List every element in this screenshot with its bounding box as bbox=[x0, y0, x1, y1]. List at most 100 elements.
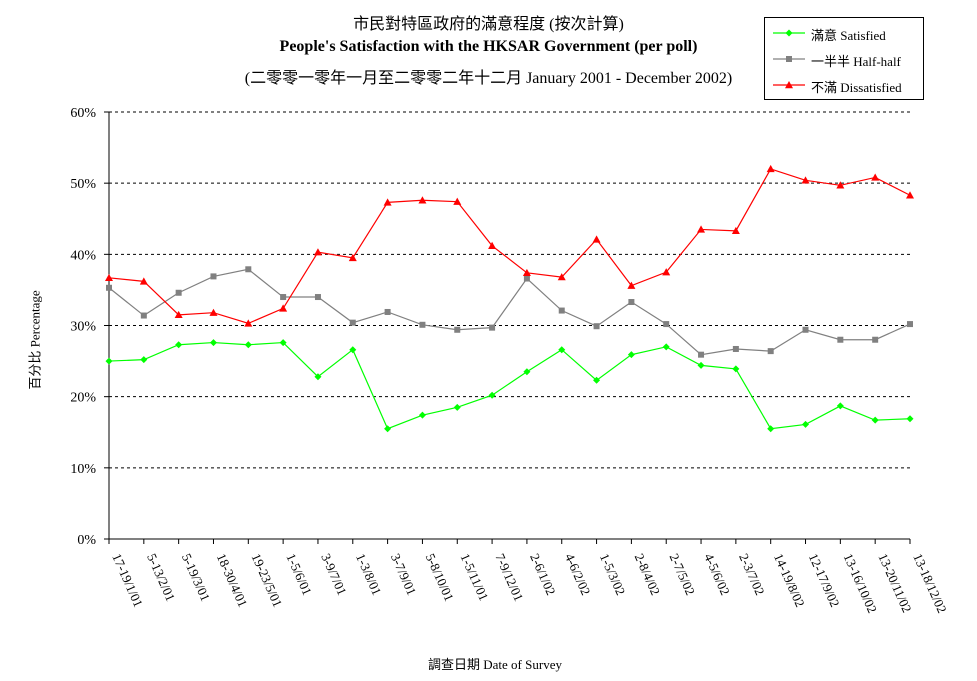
data-point-half-half bbox=[872, 336, 879, 343]
data-point-dissatisfied bbox=[906, 191, 914, 199]
y-tick-label: 20% bbox=[70, 391, 96, 406]
x-tick-label: 13-20/11/02 bbox=[875, 551, 914, 615]
data-point-half-half bbox=[802, 326, 809, 333]
series-half-half bbox=[106, 266, 913, 358]
data-point-satisfied bbox=[105, 357, 113, 365]
y-tick-label: 30% bbox=[70, 320, 96, 335]
data-point-dissatisfied bbox=[697, 225, 706, 233]
y-tick-label: 50% bbox=[70, 177, 96, 192]
x-tick-label: 18-30/4/01 bbox=[214, 551, 251, 609]
data-point-half-half bbox=[384, 308, 391, 315]
x-tick-label: 1-5/3/02 bbox=[597, 551, 629, 597]
legend-swatch-satisfied bbox=[773, 29, 805, 37]
data-point-dissatisfied bbox=[488, 241, 497, 249]
x-tick-label: 3-9/7/01 bbox=[318, 551, 350, 597]
data-point-half-half bbox=[454, 326, 461, 333]
chart-title: 市民對特區政府的滿意程度 (按次計算) bbox=[353, 16, 624, 33]
data-point-satisfied bbox=[627, 351, 635, 359]
data-point-half-half bbox=[907, 321, 913, 328]
data-point-satisfied bbox=[453, 403, 461, 411]
data-point-satisfied bbox=[140, 356, 148, 364]
data-point-dissatisfied bbox=[871, 173, 880, 181]
data-point-satisfied bbox=[802, 420, 810, 428]
data-point-half-half bbox=[628, 299, 635, 306]
data-point-half-half bbox=[106, 284, 112, 291]
data-point-half-half bbox=[732, 345, 739, 352]
y-tick-label: 10% bbox=[70, 462, 96, 477]
gridlines bbox=[109, 111, 910, 469]
x-tick-label: 17-19/1/01 bbox=[109, 551, 146, 609]
data-point-dissatisfied bbox=[731, 226, 740, 235]
x-tick-label: 2-6/1/02 bbox=[527, 551, 559, 597]
data-point-satisfied bbox=[558, 346, 566, 354]
x-tick-label: 12-17/9/02 bbox=[806, 551, 843, 609]
data-point-satisfied bbox=[732, 365, 740, 373]
series-satisfied bbox=[105, 339, 914, 433]
y-axis-ticks: 0% 10% 20% 30% 40% 50% 60% bbox=[70, 106, 109, 548]
data-point-dissatisfied bbox=[174, 310, 183, 319]
legend-label-satisfied: 滿意 Satisfied bbox=[811, 28, 886, 43]
data-point-dissatisfied bbox=[627, 281, 636, 289]
data-point-satisfied bbox=[279, 339, 287, 347]
data-point-dissatisfied bbox=[209, 308, 218, 316]
data-point-dissatisfied bbox=[348, 253, 357, 262]
data-point-half-half bbox=[489, 324, 496, 331]
legend-marker-half-half bbox=[786, 56, 792, 62]
data-point-half-half bbox=[140, 312, 147, 319]
data-point-half-half bbox=[419, 321, 426, 328]
data-point-half-half bbox=[663, 321, 670, 328]
data-point-half-half bbox=[837, 336, 844, 343]
data-point-satisfied bbox=[523, 368, 531, 376]
data-point-satisfied bbox=[314, 373, 322, 381]
x-tick-label: 1-3/8/01 bbox=[353, 551, 385, 597]
data-point-half-half bbox=[245, 266, 252, 273]
data-point-satisfied bbox=[593, 376, 601, 384]
x-tick-label: 14-19/8/02 bbox=[771, 551, 808, 609]
y-tick-label: 60% bbox=[70, 106, 96, 121]
data-point-satisfied bbox=[871, 416, 879, 424]
x-tick-label: 1-5/11/01 bbox=[458, 551, 492, 603]
data-point-half-half bbox=[767, 348, 774, 355]
data-point-half-half bbox=[210, 273, 217, 280]
legend-marker-satisfied bbox=[785, 29, 793, 37]
data-point-dissatisfied bbox=[244, 319, 253, 327]
x-tick-label: 4-6/2/02 bbox=[562, 551, 594, 597]
series-dissatisfied bbox=[105, 164, 914, 327]
data-point-half-half bbox=[349, 319, 356, 326]
y-axis-label: 百分比 Percentage bbox=[27, 290, 43, 390]
data-point-dissatisfied bbox=[662, 268, 671, 276]
data-point-half-half bbox=[280, 294, 287, 301]
data-point-satisfied bbox=[662, 343, 670, 351]
x-axis-ticks: 17-19/1/015-13/2/01 5-19/3/01 18-30/4/0119… bbox=[108, 539, 950, 615]
data-point-dissatisfied bbox=[522, 268, 531, 277]
data-point-satisfied bbox=[697, 361, 705, 369]
x-tick-label: 4-5/6/02 bbox=[701, 551, 733, 597]
data-point-dissatisfied bbox=[557, 273, 566, 281]
data-point-dissatisfied bbox=[105, 273, 113, 282]
data-point-half-half bbox=[593, 323, 600, 330]
data-point-dissatisfied bbox=[313, 248, 322, 256]
x-tick-label: 1-5/6/01 bbox=[283, 551, 315, 597]
series-line-satisfied bbox=[108, 341, 911, 430]
series-line-half-half bbox=[108, 268, 911, 356]
data-point-satisfied bbox=[418, 411, 426, 419]
data-point-dissatisfied bbox=[801, 176, 810, 184]
legend-item-satisfied: 滿意 Satisfied bbox=[765, 23, 923, 43]
chart-date-range: (二零零一零年一月至二零零二年十二月 January 2001 - Decemb… bbox=[244, 70, 733, 87]
x-tick-label: 13-16/10/02 bbox=[841, 551, 881, 615]
data-point-satisfied bbox=[906, 415, 914, 423]
x-tick-label: 5-8/10/01 bbox=[423, 551, 457, 603]
x-tick-label: 2-8/4/02 bbox=[632, 551, 664, 597]
x-axis-label: 調查日期 Date of Survey bbox=[428, 657, 562, 672]
data-point-satisfied bbox=[349, 346, 357, 354]
legend-item-dissatisfied: 不滿 Dissatisfied bbox=[765, 75, 923, 95]
data-point-satisfied bbox=[244, 341, 252, 349]
y-tick-label: 0% bbox=[77, 533, 96, 548]
legend-label-dissatisfied: 不滿 Dissatisfied bbox=[811, 80, 902, 95]
data-point-half-half bbox=[523, 275, 530, 282]
data-point-dissatisfied bbox=[383, 198, 392, 206]
data-point-dissatisfied bbox=[453, 197, 462, 205]
data-point-dissatisfied bbox=[139, 277, 148, 285]
data-point-satisfied bbox=[488, 391, 496, 399]
